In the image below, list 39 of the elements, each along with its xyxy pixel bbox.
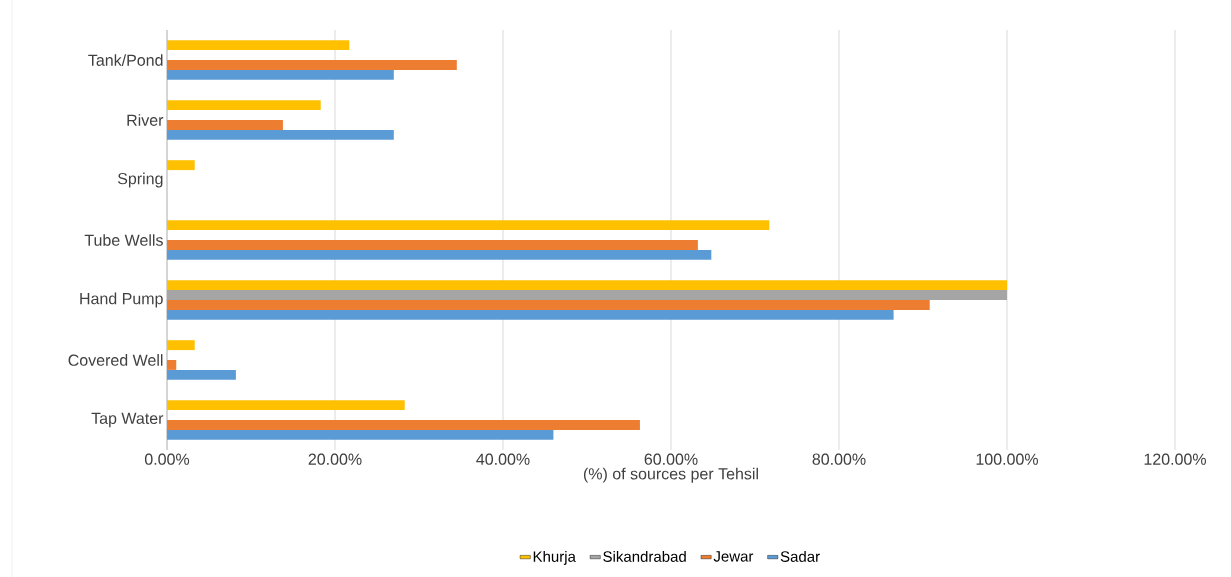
- bar: [167, 69, 394, 80]
- bar: [167, 40, 350, 51]
- bar: [167, 340, 195, 351]
- legend-label: Sikandrabad: [603, 550, 686, 562]
- bar: [167, 240, 698, 250]
- y-tick-label: Tank/Pond: [88, 54, 163, 66]
- bar: [167, 129, 394, 140]
- bar: [167, 249, 712, 260]
- bar: [167, 369, 236, 380]
- bar: [167, 160, 195, 171]
- x-tick-label: 0.00%: [144, 453, 190, 465]
- bar: [167, 299, 930, 310]
- bar: [167, 100, 321, 111]
- y-tick-label: Hand Pump: [80, 292, 163, 308]
- bar: [167, 60, 457, 70]
- y-tick-label: Covered Well: [68, 354, 163, 366]
- legend-label: Jewar: [713, 551, 754, 562]
- x-axis-title: (%) of sources per Tehsil: [583, 467, 758, 483]
- bar: [167, 429, 554, 440]
- y-tick-label: River: [127, 114, 164, 126]
- bar: [167, 359, 177, 370]
- bar: [167, 400, 405, 411]
- bar: [167, 220, 770, 231]
- legend-label: Khurja: [533, 550, 576, 565]
- y-tick-label: Tap Water: [91, 412, 164, 428]
- legend-label: Sadar: [780, 550, 820, 562]
- bar: [167, 280, 1007, 291]
- bar: [167, 419, 640, 430]
- x-tick-label: 60.00%: [644, 453, 698, 465]
- y-tick-label: Tube Wells: [84, 234, 163, 246]
- x-tick-label: 40.00%: [476, 453, 530, 465]
- y-tick-label: Spring: [117, 172, 163, 188]
- bar: [167, 309, 894, 320]
- bar: [167, 290, 1007, 300]
- x-tick-label: 20.00%: [308, 453, 362, 465]
- x-tick-label: 80.00%: [812, 453, 866, 465]
- x-tick-label: 100.00%: [976, 453, 1039, 465]
- x-tick-label: 120.00%: [1144, 453, 1206, 465]
- bar: [167, 120, 283, 130]
